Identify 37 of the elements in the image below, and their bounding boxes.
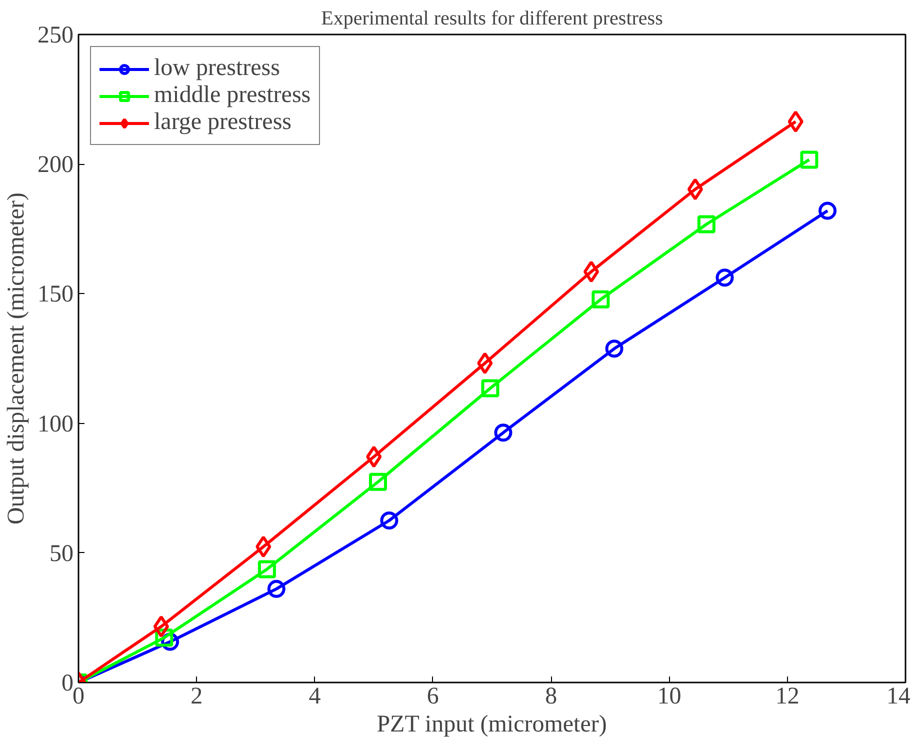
x-tick-label: 14: [886, 684, 910, 710]
x-tick-label: 4: [308, 684, 321, 710]
point: [697, 215, 716, 234]
x-tick-label: 2: [190, 684, 203, 710]
legend-label: large prestress: [154, 109, 292, 136]
x-tick-label: 10: [657, 684, 682, 710]
x-tick-label: 12: [775, 684, 800, 710]
point: [153, 616, 170, 638]
legend-label: low prestress: [154, 55, 280, 82]
point: [818, 202, 837, 220]
x-tick-label: 6: [426, 684, 439, 710]
x-axis-title: PZT input (micrometer): [376, 712, 607, 738]
point: [716, 268, 734, 287]
point: [256, 536, 272, 558]
point: [477, 352, 493, 374]
point: [800, 150, 818, 169]
legend-label: middle prestress: [154, 82, 311, 109]
y-tick-label: 200: [38, 152, 74, 178]
point: [605, 340, 624, 358]
point: [788, 110, 804, 133]
point: [380, 512, 398, 530]
point: [481, 379, 500, 398]
point: [258, 560, 276, 578]
point: [494, 424, 512, 442]
point: [366, 446, 382, 468]
y-tick-label: 150: [38, 282, 74, 308]
chart-title: Experimental results for different prestress: [321, 8, 664, 30]
y-tick-label: 250: [38, 22, 74, 48]
point: [267, 580, 286, 598]
y-axis-title: Output displacement (micrometer): [4, 192, 30, 524]
point: [687, 178, 704, 200]
y-tick-label: 100: [38, 411, 74, 438]
point: [592, 290, 610, 308]
point: [583, 260, 600, 283]
y-tick-label: 50: [50, 540, 74, 567]
x-tick-label: 8: [545, 684, 558, 710]
point: [368, 472, 387, 491]
